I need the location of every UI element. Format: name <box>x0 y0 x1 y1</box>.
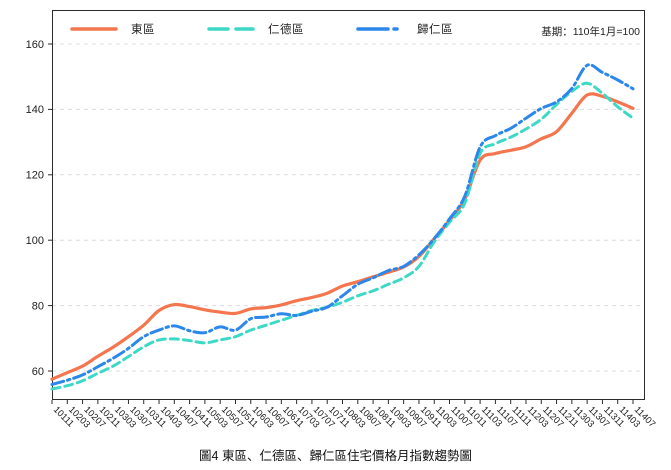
svg-text:140: 140 <box>26 104 44 116</box>
legend-label: 仁德區 <box>268 24 304 36</box>
svg-text:80: 80 <box>32 300 44 312</box>
svg-text:120: 120 <box>26 170 44 182</box>
series-line-1 <box>50 81 635 391</box>
legend-item-guiren: 歸仁區 <box>356 21 453 37</box>
chart-title-caption: 圖4 東區、仁德區、歸仁區住宅價格月指數趨勢圖 <box>199 449 472 463</box>
legend-item-rende: 仁德區 <box>207 21 304 37</box>
svg-text:60: 60 <box>32 366 44 378</box>
base-period-note: 基期：110年1月=100 <box>541 26 640 38</box>
x-axis-labels: 1011110203102071021110303103071031110403… <box>51 400 657 430</box>
svg-text:100: 100 <box>26 235 44 247</box>
legend-line-sample-dashed <box>207 27 255 31</box>
chart-legend: 東區 仁德區 歸仁區 <box>70 21 453 37</box>
legend-line-sample-dashdot <box>356 27 404 31</box>
legend-line-sample-solid <box>70 27 118 31</box>
y-gridlines <box>52 43 645 372</box>
series-line-2 <box>50 63 635 386</box>
series-line-0 <box>50 92 635 381</box>
legend-label: 東區 <box>131 24 155 36</box>
plot-border <box>52 10 645 400</box>
y-axis-labels: 60 80 100 120 140 160 <box>26 39 52 378</box>
legend-label: 歸仁區 <box>417 24 453 36</box>
legend-item-east: 東區 <box>70 21 155 37</box>
svg-text:160: 160 <box>26 39 44 51</box>
